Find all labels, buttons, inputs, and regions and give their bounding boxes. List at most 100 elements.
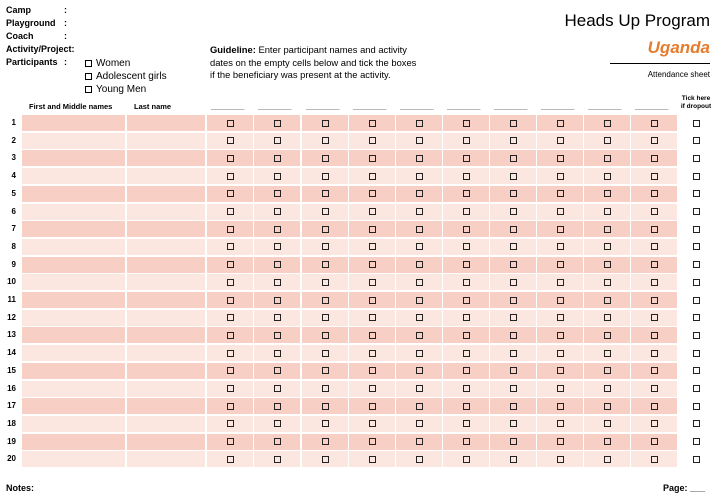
dropout-checkbox[interactable] bbox=[692, 385, 700, 392]
attendance-checkbox[interactable] bbox=[226, 402, 234, 410]
attendance-checkbox[interactable] bbox=[415, 243, 423, 251]
attendance-checkbox[interactable] bbox=[650, 349, 658, 357]
attendance-checkbox[interactable] bbox=[273, 331, 281, 339]
attendance-checkbox[interactable] bbox=[415, 314, 423, 322]
dropout-checkbox[interactable] bbox=[692, 367, 700, 375]
attendance-checkbox[interactable] bbox=[603, 455, 611, 463]
dropout-checkbox[interactable] bbox=[692, 243, 700, 251]
attendance-checkbox[interactable] bbox=[226, 278, 234, 286]
attendance-checkbox[interactable] bbox=[368, 331, 376, 339]
attendance-checkbox[interactable] bbox=[462, 119, 470, 127]
attendance-checkbox[interactable] bbox=[415, 455, 423, 463]
last-name-cell[interactable] bbox=[127, 362, 205, 379]
attendance-checkbox[interactable] bbox=[321, 243, 329, 251]
attendance-checkbox[interactable] bbox=[556, 367, 564, 375]
attendance-checkbox[interactable] bbox=[368, 402, 376, 410]
attendance-checkbox[interactable] bbox=[650, 438, 658, 446]
attendance-checkbox[interactable] bbox=[368, 137, 376, 145]
attendance-checkbox[interactable] bbox=[509, 172, 517, 180]
last-name-cell[interactable] bbox=[127, 415, 205, 432]
attendance-checkbox[interactable] bbox=[650, 208, 658, 215]
attendance-checkbox[interactable] bbox=[556, 278, 564, 286]
last-name-cell[interactable] bbox=[127, 168, 205, 185]
attendance-checkbox[interactable] bbox=[650, 137, 658, 145]
attendance-checkbox[interactable] bbox=[650, 190, 658, 198]
attendance-checkbox[interactable] bbox=[226, 296, 234, 304]
attendance-checkbox[interactable] bbox=[603, 190, 611, 198]
attendance-checkbox[interactable] bbox=[603, 119, 611, 127]
date-column-header-9[interactable]: ________ bbox=[588, 102, 622, 111]
attendance-checkbox[interactable] bbox=[415, 225, 423, 233]
attendance-checkbox[interactable] bbox=[462, 172, 470, 180]
last-name-cell[interactable] bbox=[127, 256, 205, 273]
attendance-checkbox[interactable] bbox=[650, 278, 658, 286]
attendance-checkbox[interactable] bbox=[321, 402, 329, 410]
attendance-checkbox[interactable] bbox=[321, 296, 329, 304]
attendance-checkbox[interactable] bbox=[321, 455, 329, 463]
attendance-checkbox[interactable] bbox=[273, 402, 281, 410]
attendance-checkbox[interactable] bbox=[462, 314, 470, 322]
attendance-checkbox[interactable] bbox=[415, 402, 423, 410]
date-column-header-5[interactable]: ________ bbox=[400, 102, 434, 111]
dropout-checkbox[interactable] bbox=[692, 119, 700, 127]
attendance-checkbox[interactable] bbox=[650, 314, 658, 322]
attendance-checkbox[interactable] bbox=[603, 243, 611, 251]
attendance-checkbox[interactable] bbox=[509, 367, 517, 375]
first-name-cell[interactable] bbox=[22, 345, 125, 362]
attendance-checkbox[interactable] bbox=[226, 385, 234, 392]
attendance-checkbox[interactable] bbox=[462, 137, 470, 145]
attendance-checkbox[interactable] bbox=[415, 190, 423, 198]
attendance-checkbox[interactable] bbox=[462, 367, 470, 375]
last-name-cell[interactable] bbox=[127, 274, 205, 291]
attendance-checkbox[interactable] bbox=[462, 278, 470, 286]
attendance-checkbox[interactable] bbox=[368, 349, 376, 357]
attendance-checkbox[interactable] bbox=[226, 349, 234, 357]
attendance-checkbox[interactable] bbox=[603, 225, 611, 233]
attendance-checkbox[interactable] bbox=[509, 119, 517, 127]
attendance-checkbox[interactable] bbox=[650, 402, 658, 410]
attendance-checkbox[interactable] bbox=[321, 208, 329, 215]
dropout-checkbox[interactable] bbox=[692, 438, 700, 446]
dropout-checkbox[interactable] bbox=[692, 314, 700, 322]
attendance-checkbox[interactable] bbox=[415, 438, 423, 446]
attendance-checkbox[interactable] bbox=[226, 119, 234, 127]
first-name-cell[interactable] bbox=[22, 168, 125, 185]
dropout-checkbox[interactable] bbox=[692, 137, 700, 145]
attendance-checkbox[interactable] bbox=[226, 367, 234, 375]
attendance-checkbox[interactable] bbox=[226, 331, 234, 339]
attendance-checkbox[interactable] bbox=[415, 172, 423, 180]
attendance-checkbox[interactable] bbox=[226, 172, 234, 180]
checkbox-icon[interactable] bbox=[85, 73, 92, 80]
attendance-checkbox[interactable] bbox=[368, 154, 376, 162]
attendance-checkbox[interactable] bbox=[226, 261, 234, 269]
attendance-checkbox[interactable] bbox=[650, 420, 658, 428]
attendance-checkbox[interactable] bbox=[415, 367, 423, 375]
attendance-checkbox[interactable] bbox=[321, 154, 329, 162]
first-name-cell[interactable] bbox=[22, 380, 125, 397]
attendance-checkbox[interactable] bbox=[556, 420, 564, 428]
attendance-checkbox[interactable] bbox=[273, 367, 281, 375]
attendance-checkbox[interactable] bbox=[556, 349, 564, 357]
attendance-checkbox[interactable] bbox=[415, 420, 423, 428]
attendance-checkbox[interactable] bbox=[321, 225, 329, 233]
attendance-checkbox[interactable] bbox=[226, 314, 234, 322]
attendance-checkbox[interactable] bbox=[603, 172, 611, 180]
dropout-checkbox[interactable] bbox=[692, 349, 700, 357]
attendance-checkbox[interactable] bbox=[273, 278, 281, 286]
attendance-checkbox[interactable] bbox=[415, 208, 423, 215]
first-name-cell[interactable] bbox=[22, 433, 125, 450]
attendance-checkbox[interactable] bbox=[368, 296, 376, 304]
attendance-checkbox[interactable] bbox=[556, 438, 564, 446]
dropout-checkbox[interactable] bbox=[692, 420, 700, 428]
last-name-cell[interactable] bbox=[127, 292, 205, 308]
attendance-checkbox[interactable] bbox=[321, 190, 329, 198]
attendance-checkbox[interactable] bbox=[509, 420, 517, 428]
attendance-checkbox[interactable] bbox=[603, 137, 611, 145]
attendance-checkbox[interactable] bbox=[415, 119, 423, 127]
attendance-checkbox[interactable] bbox=[603, 420, 611, 428]
attendance-checkbox[interactable] bbox=[462, 331, 470, 339]
attendance-checkbox[interactable] bbox=[603, 331, 611, 339]
dropout-checkbox[interactable] bbox=[692, 225, 700, 233]
dropout-checkbox[interactable] bbox=[692, 278, 700, 286]
attendance-checkbox[interactable] bbox=[226, 208, 234, 215]
